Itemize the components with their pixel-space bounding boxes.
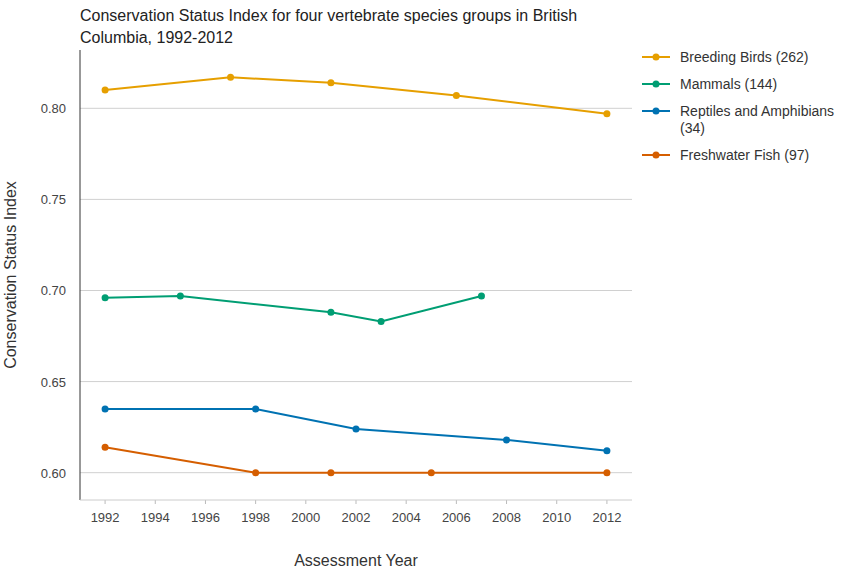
title-line: Conservation Status Index for four verte… (80, 7, 577, 24)
legend-label: Reptiles and Amphibians(34) (680, 103, 834, 136)
legend-marker (653, 108, 660, 115)
x-tick (205, 500, 206, 504)
title-line: Columbia, 1992-2012 (80, 29, 233, 46)
point (603, 469, 610, 476)
x-axis-title: Assessment Year (294, 552, 418, 569)
point (102, 444, 109, 451)
point (478, 292, 485, 299)
x-tick (305, 500, 306, 504)
point (252, 405, 259, 412)
x-tick (356, 500, 357, 504)
title: Conservation Status Index for four verte… (80, 7, 577, 46)
point (378, 318, 385, 325)
x-tick-label: 2008 (492, 510, 521, 525)
point (603, 110, 610, 117)
legend-marker (653, 152, 660, 159)
x-tick-label: 2002 (342, 510, 371, 525)
point (453, 92, 460, 99)
x-tick-label: 2012 (592, 510, 621, 525)
x-tick (506, 500, 507, 504)
legend-label: Breeding Birds (262) (680, 49, 808, 65)
legend-label-line: Mammals (144) (680, 76, 777, 92)
point (102, 405, 109, 412)
legend-label: Freshwater Fish (97) (680, 147, 809, 163)
y-axis-line (80, 50, 81, 500)
x-tick-label: 2000 (291, 510, 320, 525)
grid-line (80, 108, 632, 109)
point (428, 469, 435, 476)
legend-label-line: Reptiles and Amphibians (680, 103, 834, 119)
y-axis-title: Conservation Status Index (2, 181, 19, 369)
point (603, 447, 610, 454)
point (102, 294, 109, 301)
x-tick-label: 2006 (442, 510, 471, 525)
grid-line (80, 290, 632, 291)
legend-marker (653, 81, 660, 88)
x-tick (406, 500, 407, 504)
grid (80, 108, 632, 472)
point (252, 469, 259, 476)
point (177, 292, 184, 299)
y-tick-label: 0.80 (41, 101, 66, 116)
legend-label-line: Freshwater Fish (97) (680, 147, 809, 163)
x-tick (255, 500, 256, 504)
x-tick-label: 2004 (392, 510, 421, 525)
x-tick (606, 500, 607, 504)
series-line (105, 409, 607, 451)
legend-marker (653, 54, 660, 61)
y-tick-label: 0.65 (41, 375, 66, 390)
y-tick-label: 0.60 (41, 466, 66, 481)
y-tick-label: 0.70 (41, 283, 66, 298)
grid-line (80, 199, 632, 200)
x-tick-label: 2010 (542, 510, 571, 525)
x-tick-label: 1998 (241, 510, 270, 525)
series-line (105, 447, 607, 473)
series-line (105, 296, 481, 322)
x-tick-label: 1996 (191, 510, 220, 525)
chart: Conservation Status Index for four verte… (0, 0, 859, 575)
legend-label-line: Breeding Birds (262) (680, 49, 808, 65)
x-tick (105, 500, 106, 504)
x-tick (556, 500, 557, 504)
x-tick (155, 500, 156, 504)
point (353, 425, 360, 432)
x-axis-line (80, 500, 632, 501)
legend: Breeding Birds (262) Mammals (144) Reptile… (642, 49, 834, 163)
legend-label: Mammals (144) (680, 76, 777, 92)
point (327, 309, 334, 316)
point (327, 469, 334, 476)
point (327, 79, 334, 86)
series-group (102, 74, 611, 476)
x-tick-label: 1992 (91, 510, 120, 525)
point (102, 87, 109, 94)
x-tick (456, 500, 457, 504)
grid-line (80, 381, 632, 382)
point (227, 74, 234, 81)
point (503, 436, 510, 443)
x-tick-label: 1994 (141, 510, 170, 525)
y-tick-label: 0.75 (41, 192, 66, 207)
series-line (105, 77, 607, 113)
legend-label-line: (34) (680, 120, 705, 136)
